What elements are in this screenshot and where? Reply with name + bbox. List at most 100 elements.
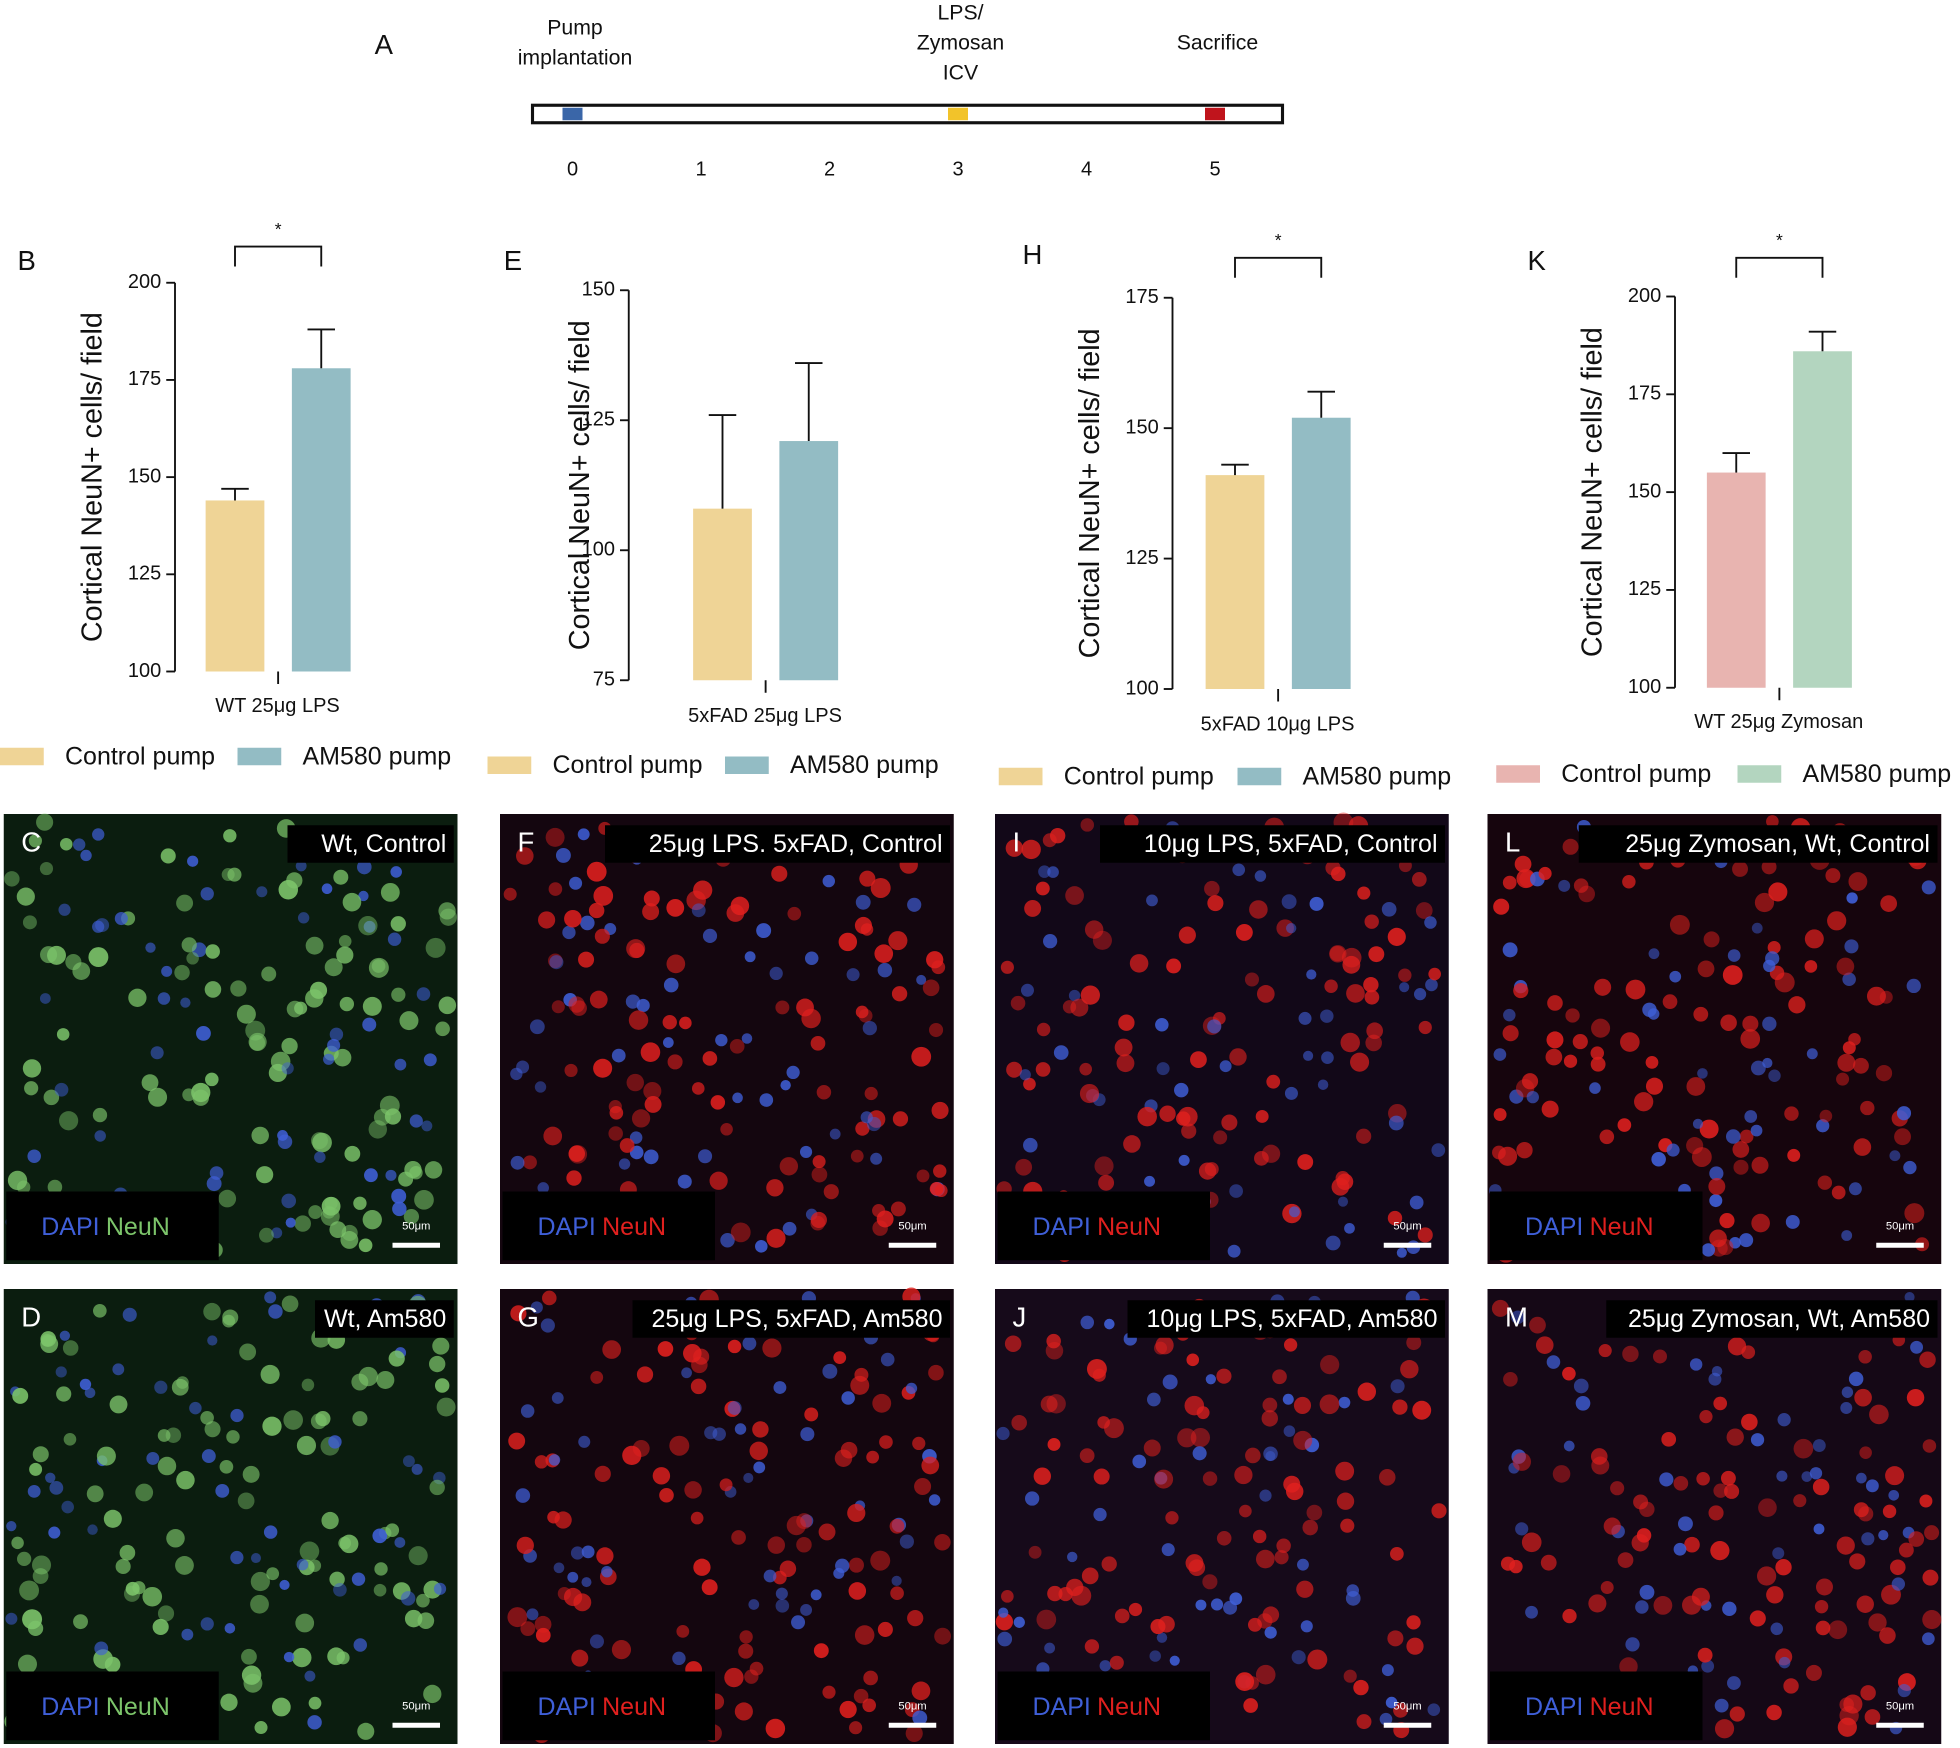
cell xyxy=(204,1421,221,1438)
cell xyxy=(846,968,860,982)
cell xyxy=(1216,1368,1232,1384)
cell xyxy=(1831,1185,1846,1200)
cell xyxy=(731,1530,746,1545)
cell xyxy=(1428,967,1441,981)
x-category-label: 5xFAD 10μg LPS xyxy=(1201,714,1355,736)
cell xyxy=(773,1381,787,1394)
stain-box xyxy=(997,1671,1210,1741)
y-axis-label: Cortical NeuN+ cells/ field xyxy=(1074,328,1106,658)
cell xyxy=(853,1688,869,1704)
cell xyxy=(1620,1032,1640,1052)
cell xyxy=(1903,1160,1917,1175)
cell xyxy=(1252,1529,1267,1544)
cell xyxy=(522,1155,537,1170)
cell xyxy=(271,1697,291,1717)
cell xyxy=(1161,1543,1175,1557)
cell xyxy=(92,1303,107,1318)
cell xyxy=(1541,1100,1559,1118)
cell xyxy=(1387,927,1406,946)
cell xyxy=(1733,1159,1749,1175)
cell xyxy=(394,1058,407,1071)
cell xyxy=(766,1179,784,1197)
micrograph xyxy=(500,1289,954,1744)
cell xyxy=(1143,1439,1161,1457)
cell xyxy=(174,964,190,981)
cell xyxy=(1044,1642,1056,1654)
cell xyxy=(1703,931,1720,948)
cell xyxy=(1015,1158,1033,1176)
cell xyxy=(1049,827,1066,844)
cell xyxy=(515,1488,531,1503)
cell xyxy=(1289,1206,1300,1218)
cell xyxy=(1306,969,1317,980)
cell xyxy=(165,1427,182,1443)
cell xyxy=(1906,978,1921,994)
cell xyxy=(1575,1395,1591,1411)
cell xyxy=(1525,1605,1538,1619)
cell xyxy=(859,870,876,887)
cell xyxy=(1207,895,1224,912)
panel-letter: J xyxy=(1013,1301,1027,1332)
cell xyxy=(28,834,42,848)
cell xyxy=(911,1046,932,1067)
cell xyxy=(1720,1014,1737,1031)
cell xyxy=(1216,1530,1232,1546)
scale-label: 50μm xyxy=(402,1700,430,1712)
legend-swatch xyxy=(998,767,1043,786)
cell xyxy=(1603,1517,1621,1535)
cell xyxy=(1806,1048,1818,1060)
cell xyxy=(40,1331,57,1347)
cell xyxy=(1109,1655,1124,1670)
cell xyxy=(1841,1230,1853,1241)
cell xyxy=(148,1087,168,1107)
cell xyxy=(818,1523,836,1541)
cell xyxy=(1897,1683,1911,1698)
cell xyxy=(1337,1196,1349,1207)
cell xyxy=(780,1080,791,1091)
cell xyxy=(1174,1082,1189,1098)
cell xyxy=(391,987,406,1002)
cell xyxy=(548,882,563,896)
cell xyxy=(771,865,788,882)
cell xyxy=(864,1086,878,1101)
cell xyxy=(1021,839,1041,860)
cell xyxy=(702,928,718,943)
y-tick-label: 175 xyxy=(1628,383,1661,405)
legend-label: AM580 pump xyxy=(790,751,939,779)
cell xyxy=(749,1661,764,1676)
cell xyxy=(905,1382,918,1395)
cell xyxy=(1562,1608,1577,1624)
cell xyxy=(59,1111,79,1131)
cell xyxy=(1046,1394,1066,1414)
cell xyxy=(1356,1714,1372,1730)
cell xyxy=(1274,1550,1289,1565)
cell xyxy=(1154,1469,1174,1489)
cell xyxy=(870,1550,891,1571)
y-axis-label: Cortical NeuN+ cells/ field xyxy=(76,312,108,642)
cell xyxy=(128,988,147,1007)
cell xyxy=(734,1423,747,1435)
cell xyxy=(581,1577,592,1588)
cell xyxy=(436,1397,456,1417)
cell xyxy=(1787,1148,1801,1162)
cell xyxy=(1709,1194,1723,1208)
cell xyxy=(1848,872,1868,891)
cell xyxy=(928,1364,944,1381)
cell xyxy=(176,1470,195,1490)
cell xyxy=(1092,930,1112,950)
cell xyxy=(1356,1128,1372,1144)
cell xyxy=(380,882,400,902)
cell xyxy=(593,886,614,906)
cell xyxy=(618,1158,631,1170)
cell xyxy=(22,915,37,930)
cell xyxy=(693,1558,711,1576)
cell xyxy=(1785,1214,1800,1229)
cell xyxy=(424,1161,443,1179)
cell xyxy=(787,906,802,921)
cell xyxy=(11,1536,24,1550)
y-tick-label: 175 xyxy=(128,368,161,390)
cell xyxy=(800,1604,813,1616)
cell xyxy=(753,1461,766,1474)
cell xyxy=(323,1053,335,1065)
cell xyxy=(1634,1092,1654,1112)
